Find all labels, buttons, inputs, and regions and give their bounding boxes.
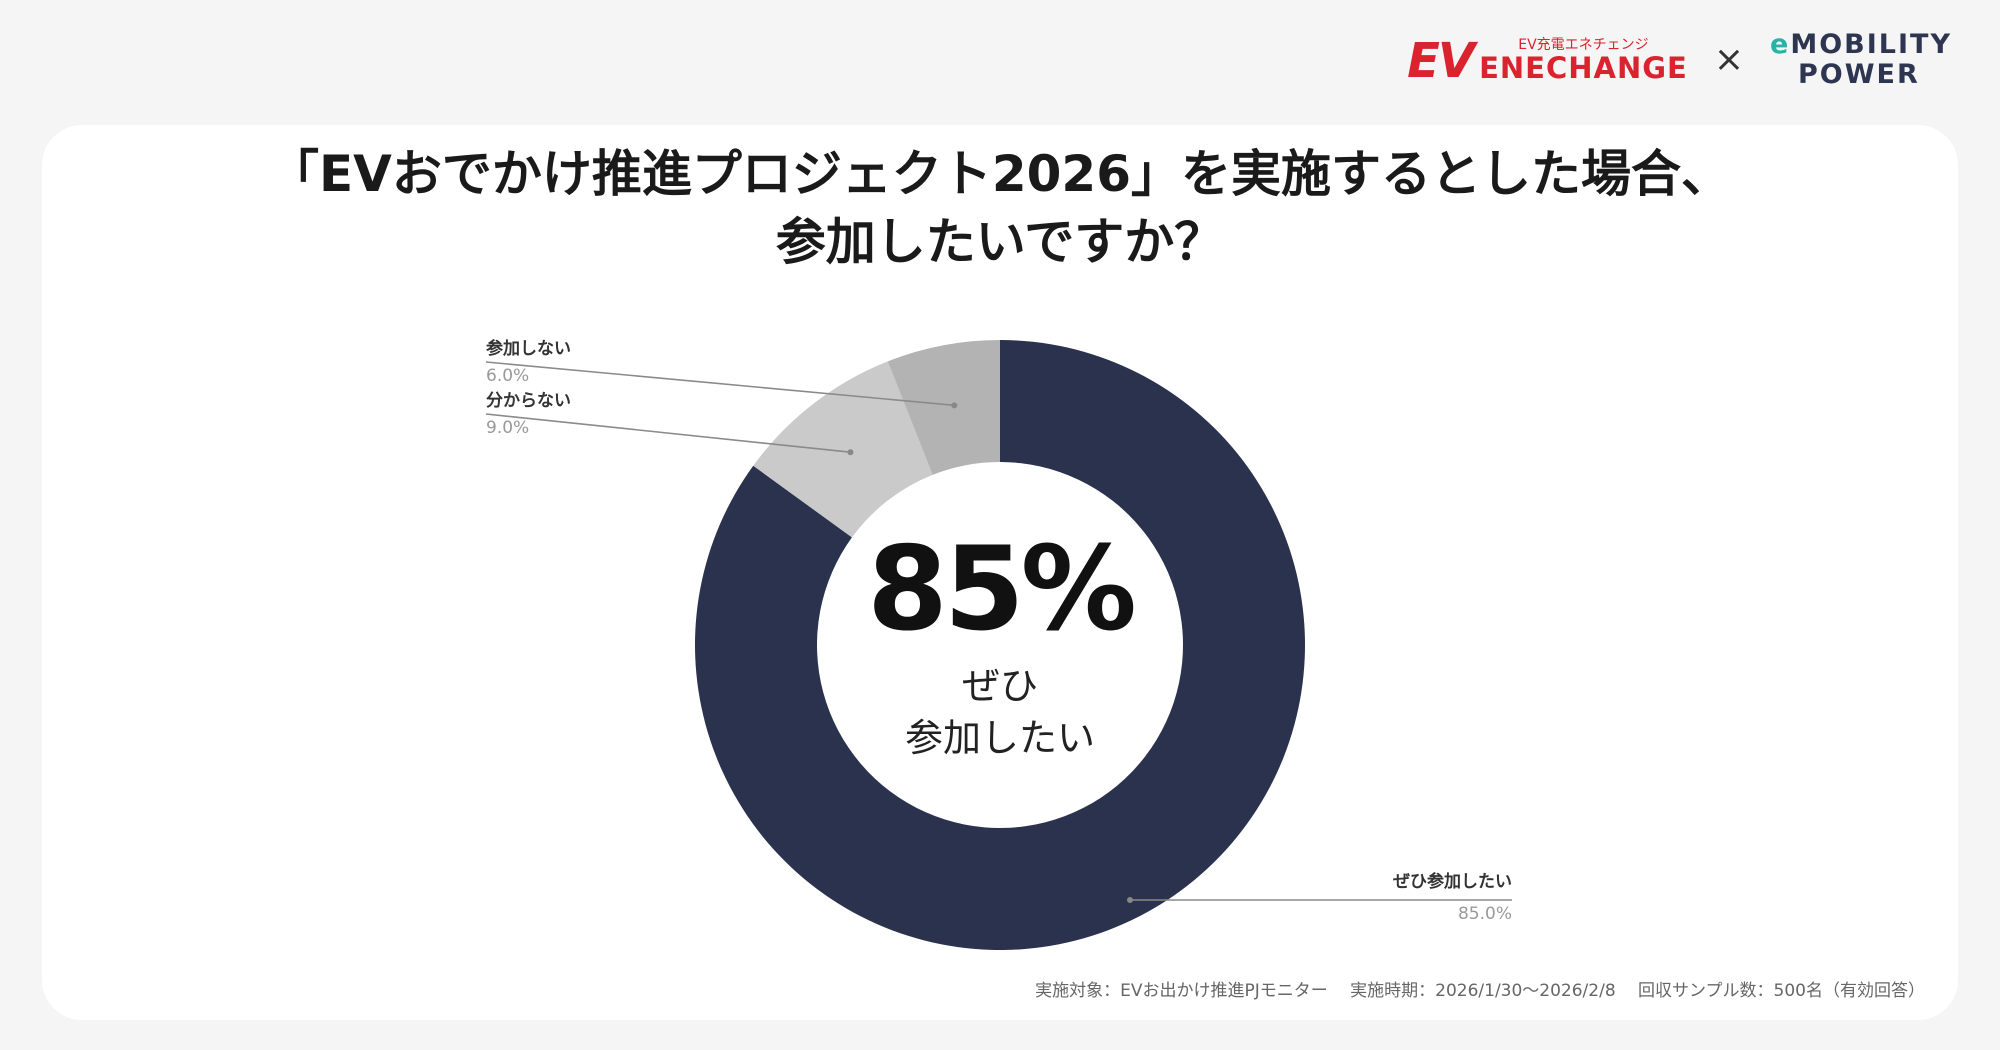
leader-line-2 bbox=[485, 361, 955, 407]
collaboration-x: × bbox=[1713, 39, 1745, 80]
mobility-text: MOBILITY bbox=[1790, 29, 1952, 60]
header-logos: EV EV充電エネチェンジ ENECHANGE × eMOBILITY POWE… bbox=[1407, 30, 1952, 90]
title-line-1: 「EVおでかけ推進プロジェクト2026」を実施するとした場合、 bbox=[268, 145, 1731, 203]
donut-slice-0 bbox=[695, 340, 1305, 950]
emobility-power-logo[interactable]: eMOBILITY POWER bbox=[1770, 30, 1952, 90]
slice-label-2: 参加しない bbox=[486, 338, 571, 359]
enechange-logo[interactable]: EV EV充電エネチェンジ ENECHANGE bbox=[1407, 33, 1688, 89]
center-caption-line-2: 参加したい bbox=[904, 716, 1095, 760]
power-text: POWER bbox=[1798, 59, 1920, 90]
slice-value-0: 85.0% bbox=[1458, 904, 1512, 924]
mobility-e-mark: e bbox=[1770, 29, 1791, 60]
donut-slice-2 bbox=[887, 340, 1000, 475]
survey-footnote: 実施対象：EVお出かけ推進PJモニター 実施時期：2026/1/30〜2026/… bbox=[1035, 981, 1925, 1001]
slice-value-1: 9.0% bbox=[486, 418, 529, 438]
enechange-ev-mark: EV bbox=[1407, 33, 1475, 89]
slice-label-1: 分からない bbox=[486, 391, 571, 411]
enechange-name: ENECHANGE bbox=[1479, 51, 1688, 85]
enechange-subtitle: EV充電エネチェンジ bbox=[1518, 37, 1649, 53]
chart-title: 「EVおでかけ推進プロジェクト2026」を実施するとした場合、 参加したいですか… bbox=[0, 140, 2000, 276]
title-line-2: 参加したいですか？ bbox=[775, 213, 1225, 271]
center-caption-line-1: ぜひ bbox=[961, 664, 1038, 708]
slice-value-2: 6.0% bbox=[486, 366, 529, 386]
center-caption: ぜひ 参加したい bbox=[850, 660, 1150, 764]
donut-slice-1 bbox=[753, 361, 933, 538]
leader-line-1 bbox=[485, 413, 851, 453]
center-percentage: 85% bbox=[867, 522, 1137, 657]
slice-label-0: ぜひ参加したい bbox=[1393, 871, 1512, 892]
